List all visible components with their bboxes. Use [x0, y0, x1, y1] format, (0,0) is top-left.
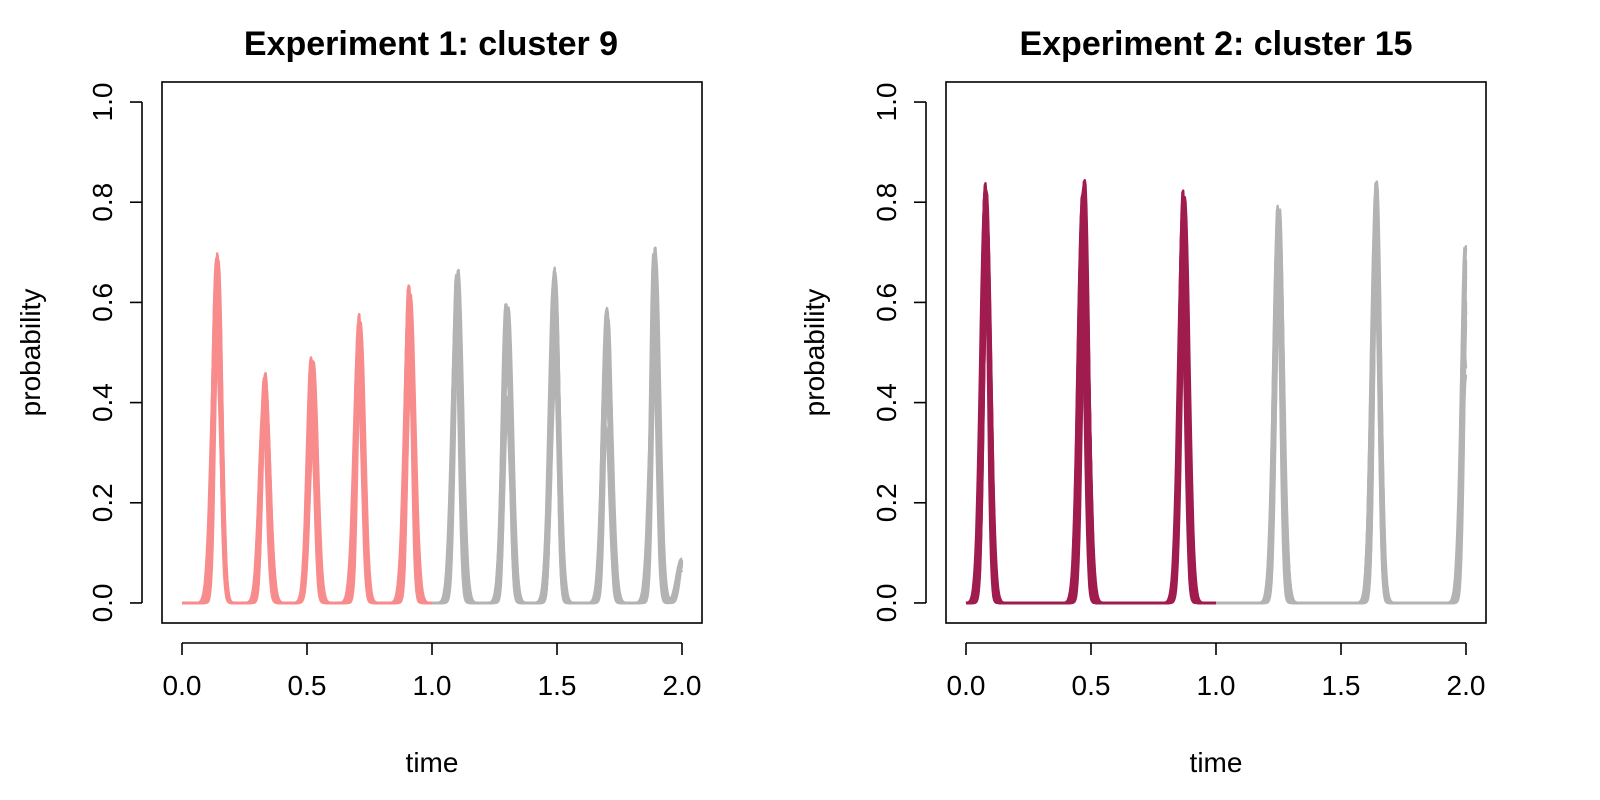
x-tick-label: 2.0	[1447, 670, 1486, 701]
series-line	[1215, 229, 1468, 605]
y-tick-label: 0.2	[87, 483, 118, 522]
chart-panel-experiment-1: Experiment 1: cluster 9 0.0 0.5 1.0 1.5 2.00…	[15, 25, 703, 778]
series-line	[1215, 221, 1468, 605]
series-cluster-15	[965, 177, 1217, 605]
chart-title: Experiment 1: cluster 9	[244, 25, 618, 63]
series-line	[1215, 182, 1468, 605]
series-line	[1215, 196, 1468, 605]
plot-area	[181, 242, 684, 605]
y-tick-label: 1.0	[871, 83, 902, 122]
y-tick-label: 0.4	[87, 383, 118, 422]
series-line	[1215, 226, 1468, 605]
series-line	[1215, 181, 1468, 605]
y-tick-label: 1.0	[87, 83, 118, 122]
y-tick-label: 0.8	[87, 183, 118, 222]
series-line	[1215, 220, 1468, 605]
x-tick-label: 1.5	[1322, 670, 1361, 701]
x-axis-label: time	[1190, 747, 1243, 778]
series-line	[965, 180, 1217, 605]
y-tick-label: 0.4	[871, 383, 902, 422]
series-line	[1215, 237, 1468, 605]
axes: 0.0 0.5 1.0 1.5 2.0 0.0 0.2 0.4 0.6 0.8 1.0	[87, 83, 701, 701]
series-line	[1215, 212, 1468, 605]
y-tick-label: 0.2	[871, 483, 902, 522]
x-tick-label: 0.5	[1072, 670, 1111, 701]
x-tick-label: 1.0	[1197, 670, 1236, 701]
x-tick-label: 0.0	[947, 670, 986, 701]
series-line	[1215, 207, 1468, 605]
x-tick-label: 0.5	[288, 670, 327, 701]
axes: 0.0 0.5 1.0 1.5 2.0 0.0 0.2 0.4 0.6 0.8 1.0	[871, 83, 1485, 701]
series-line	[1215, 204, 1468, 605]
chart-title: Experiment 2: cluster 15	[1019, 25, 1412, 63]
series-line	[1215, 180, 1468, 605]
series-line	[1215, 216, 1468, 605]
y-tick-label: 0.0	[87, 583, 118, 622]
series-line	[1215, 217, 1468, 605]
y-axis-label: probability	[15, 289, 46, 417]
series-line	[1215, 202, 1468, 605]
y-axis-label: probability	[799, 289, 830, 417]
x-tick-label: 0.0	[163, 670, 202, 701]
series-line	[1215, 189, 1468, 605]
plot-area	[965, 172, 1468, 605]
x-tick-label: 1.5	[538, 670, 577, 701]
series-other-clusters	[431, 242, 684, 605]
series-line	[1215, 223, 1468, 605]
y-tick-label: 0.8	[871, 183, 902, 222]
y-tick-label: 0.0	[871, 583, 902, 622]
x-axis-label: time	[406, 747, 459, 778]
series-cluster-9	[181, 247, 433, 605]
series-other-clusters	[1215, 172, 1468, 605]
series-line	[1215, 217, 1468, 605]
chart-panel-experiment-2: Experiment 2: cluster 15 0.0 0.5 1.0 1.5 2.0…	[799, 25, 1487, 778]
x-tick-label: 1.0	[413, 670, 452, 701]
series-line	[181, 292, 433, 605]
y-tick-label: 0.6	[87, 283, 118, 322]
series-line	[1215, 249, 1468, 605]
y-tick-label: 0.6	[871, 283, 902, 322]
x-tick-label: 2.0	[663, 670, 702, 701]
series-line	[1215, 221, 1468, 605]
series-line	[1215, 212, 1468, 605]
plot-frame	[161, 81, 703, 624]
plot-frame	[945, 81, 1487, 624]
series-line	[1215, 222, 1468, 605]
series-line	[431, 261, 683, 605]
